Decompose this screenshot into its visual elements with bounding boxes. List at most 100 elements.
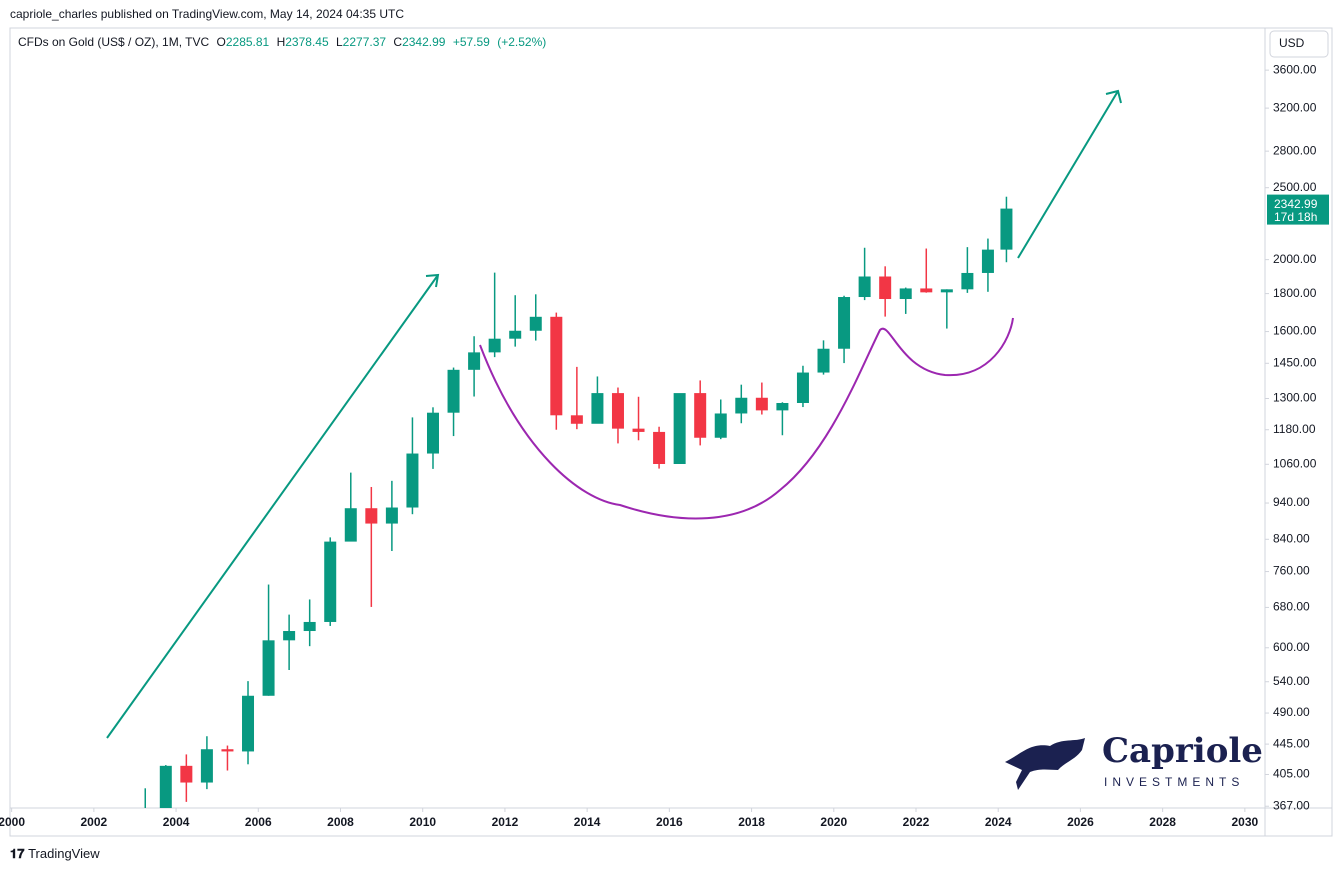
y-tick-label: 840.00: [1273, 531, 1310, 545]
x-tick-label: 2010: [409, 815, 436, 829]
candle-body: [283, 631, 296, 641]
x-tick-label: 2020: [820, 815, 847, 829]
candle-body: [385, 507, 398, 524]
open: 2285.81: [226, 35, 270, 49]
y-tick-label: 760.00: [1273, 564, 1310, 578]
currency-box[interactable]: [1269, 30, 1329, 58]
logo-horse: [1005, 738, 1085, 790]
logo-name: Capriole: [1102, 731, 1263, 771]
last-price: 2342.99: [1274, 197, 1318, 211]
candle-body: [899, 288, 912, 300]
y-tick-label: 3600.00: [1273, 62, 1317, 76]
candle-body: [344, 508, 357, 542]
x-tick-label: 2000: [0, 815, 25, 829]
high-label: H: [277, 35, 286, 49]
x-tick-label: 2028: [1149, 815, 1176, 829]
candle-body: [159, 765, 172, 808]
low: 2277.37: [343, 35, 387, 49]
candle-body: [468, 352, 481, 370]
candle-body: [653, 431, 666, 464]
y-tick-label: 2500.00: [1273, 180, 1317, 194]
candle-body: [611, 393, 624, 429]
candle-body: [755, 397, 768, 411]
change: +57.59: [453, 35, 490, 49]
candle-body: [509, 330, 522, 339]
symbol: CFDs on Gold (US$ / OZ), 1M, TVC: [18, 35, 209, 49]
candle-body: [920, 288, 933, 293]
y-tick-label: 2000.00: [1273, 252, 1317, 266]
candle-body: [180, 765, 193, 783]
change-pct: (+2.52%): [497, 35, 546, 49]
candle-body: [694, 393, 707, 438]
x-tick-label: 2004: [163, 815, 190, 829]
candle-body: [550, 316, 563, 416]
candle-body: [488, 338, 501, 353]
y-tick-label: 490.00: [1273, 705, 1310, 719]
ohlc-legend: CFDs on Gold (US$ / OZ), 1M, TVC O2285.8…: [18, 35, 546, 49]
candle-body: [940, 289, 953, 293]
candle-body: [221, 749, 234, 752]
y-tick-label: 367.00: [1273, 798, 1310, 812]
candle-body: [303, 621, 316, 632]
y-tick-label: 940.00: [1273, 495, 1310, 509]
trend-arrow: [106, 273, 440, 739]
x-tick-label: 2016: [656, 815, 683, 829]
candle-body: [570, 415, 583, 424]
candle-body: [735, 397, 748, 414]
candle-body: [858, 276, 871, 298]
candle-body: [796, 372, 809, 404]
cup-handle: [479, 317, 1014, 520]
x-tick-label: 2030: [1232, 815, 1259, 829]
candle-body: [961, 272, 974, 290]
candle-body: [981, 249, 994, 273]
candle-body: [1000, 208, 1013, 250]
y-tick-label: 405.00: [1273, 767, 1310, 781]
candle-body: [591, 393, 604, 424]
logo: Capriole INVESTMENTS: [1005, 731, 1263, 790]
y-tick-label: 2800.00: [1273, 143, 1317, 157]
candle-body: [426, 412, 439, 454]
frame: [9, 27, 1333, 837]
candle-body: [365, 508, 378, 524]
candle-body: [139, 825, 151, 828]
low-label: L: [336, 35, 343, 49]
x-tick-label: 2022: [903, 815, 930, 829]
countdown: 17d 18h: [1274, 210, 1317, 224]
candle-body: [817, 348, 830, 373]
candle-body: [776, 403, 789, 411]
x-tick-label: 2012: [492, 815, 519, 829]
candle-body: [673, 393, 686, 464]
currency[interactable]: USD: [1279, 36, 1305, 50]
y-tick-label: 445.00: [1273, 736, 1310, 750]
x-tick-label: 2018: [738, 815, 765, 829]
y-tick-label: 1060.00: [1273, 456, 1317, 470]
open-label: O: [217, 35, 226, 49]
candle-body: [838, 297, 851, 349]
candle-body: [714, 413, 727, 438]
candle-body: [879, 276, 892, 300]
x-tick-label: 2026: [1067, 815, 1094, 829]
y-tick-label: 1450.00: [1273, 355, 1317, 369]
y-tick-label: 540.00: [1273, 674, 1310, 688]
publisher: capriole_charles published on TradingVie…: [10, 7, 404, 21]
y-tick-label: 1300.00: [1273, 391, 1317, 405]
candle-body: [632, 428, 645, 432]
close-label: C: [393, 35, 402, 49]
footer-brand: TradingView: [28, 846, 100, 861]
trend-arrow: [1017, 89, 1122, 259]
x-tick-label: 2014: [574, 815, 601, 829]
candle-body: [406, 453, 419, 508]
candle-body: [242, 695, 255, 752]
candles: [139, 196, 1013, 828]
last-price-box: [1267, 194, 1329, 225]
y-tick-label: 3200.00: [1273, 100, 1317, 114]
y-tick-label: 1180.00: [1273, 422, 1316, 436]
y-tick-label: 600.00: [1273, 640, 1310, 654]
candle-body: [200, 749, 213, 783]
x-tick-label: 2008: [327, 815, 354, 829]
high: 2378.45: [285, 35, 329, 49]
candle-body: [447, 369, 460, 413]
candle-body: [262, 640, 275, 696]
y-tick-label: 680.00: [1273, 600, 1310, 614]
